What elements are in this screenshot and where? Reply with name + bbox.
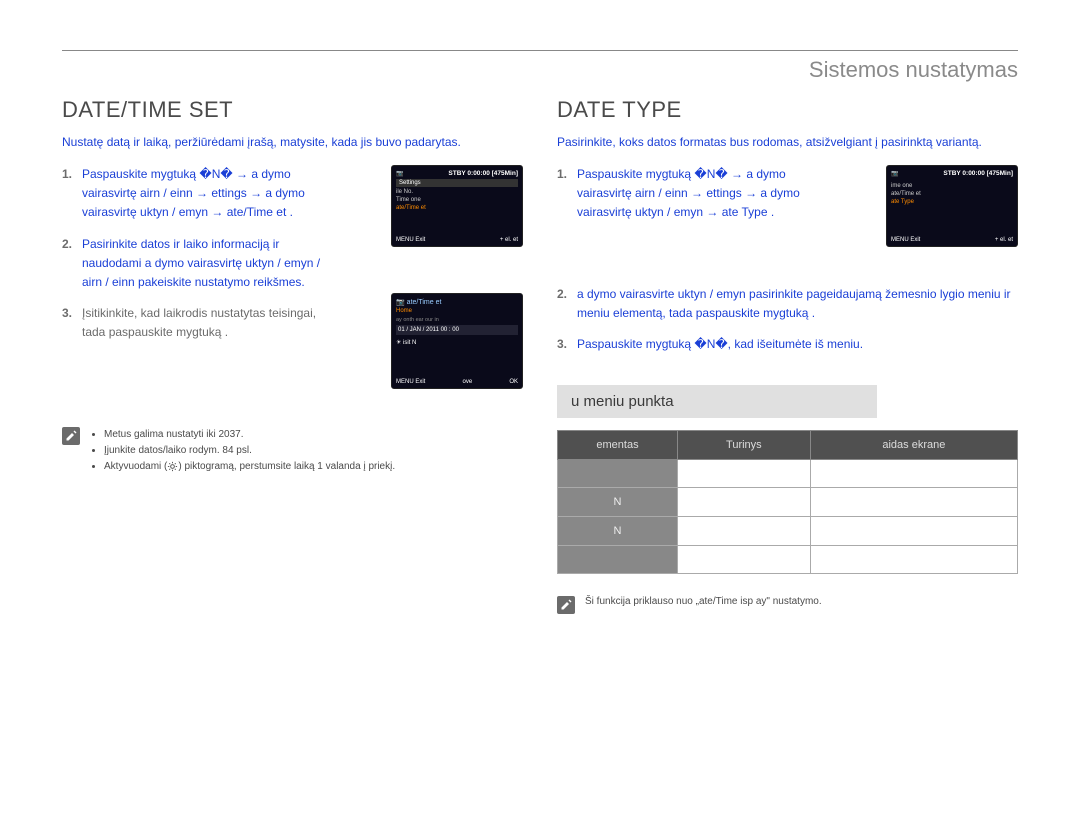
options-table: ementas Turinys aidas ekrane N N <box>557 430 1018 574</box>
th-display: aidas ekrane <box>810 430 1017 459</box>
th-element: ementas <box>558 430 678 459</box>
note-item: Metus galima nustatyti iki 2037. <box>104 427 395 443</box>
table-cell <box>558 545 678 573</box>
intro-left: Nustatę datą ir laiką, peržiūrėdami įraš… <box>62 133 523 151</box>
page-title: Sistemos nustatymas <box>62 57 1018 83</box>
screenshot-datetime-set: 📷 ate/Time et Home ay onth ear our in 01… <box>391 293 523 389</box>
step-num: 2. <box>62 235 76 293</box>
step-text: Paspauskite mygtuką �N�, kad išeitumėte … <box>577 335 1018 354</box>
note-item: Aktyvuodami () piktogramą, perstumsite l… <box>104 459 395 475</box>
table-cell <box>810 487 1017 516</box>
table-cell: N <box>558 516 678 545</box>
table-cell <box>810 545 1017 573</box>
step-num: 3. <box>62 304 76 342</box>
step-num: 2. <box>557 285 571 323</box>
step-num: 1. <box>557 165 571 223</box>
table-cell <box>810 459 1017 487</box>
th-content: Turinys <box>678 430 811 459</box>
note-icon <box>557 596 575 614</box>
heading-datetime: DATE/TIME SET <box>62 97 523 123</box>
heading-datetype: DATE TYPE <box>557 97 1018 123</box>
step-text: a dymo vairasvirte uktyn / emyn pasirink… <box>577 285 1018 323</box>
step-text: Paspauskite mygtuką �N� → a dymo vairasv… <box>577 165 837 223</box>
table-cell <box>678 516 811 545</box>
table-cell <box>558 459 678 487</box>
submenu-heading: u meniu punkta <box>557 385 877 418</box>
note-box-right: Ši funkcija priklauso nuo „ate/Time isp … <box>557 590 1018 620</box>
note-box-left: Metus galima nustatyti iki 2037. Įjunkit… <box>62 421 523 481</box>
step-num: 1. <box>62 165 76 223</box>
table-cell <box>678 545 811 573</box>
table-cell <box>810 516 1017 545</box>
step-text: Pasirinkite datos ir laiko informaciją i… <box>82 235 342 293</box>
step-text: Įsitikinkite, kad laikrodis nustatytas t… <box>82 304 342 342</box>
note-item: Įjunkite datos/laiko rodym. 84 psl. <box>104 443 395 459</box>
table-cell: N <box>558 487 678 516</box>
step-num: 3. <box>557 335 571 354</box>
step-text: Paspauskite mygtuką �N� → a dymo vairasv… <box>82 165 342 223</box>
intro-right: Pasirinkite, koks datos formatas bus rod… <box>557 133 1018 151</box>
table-cell <box>678 487 811 516</box>
note-text: Ši funkcija priklauso nuo „ate/Time isp … <box>585 596 822 607</box>
screenshot-settings: 📷STBY 0:00:00 [475Min] Settings ile No. … <box>391 165 523 247</box>
note-icon <box>62 427 80 445</box>
screenshot-datetype: 📷STBY 0:00:00 [475Min] ime one ate/Time … <box>886 165 1018 247</box>
table-cell <box>678 459 811 487</box>
